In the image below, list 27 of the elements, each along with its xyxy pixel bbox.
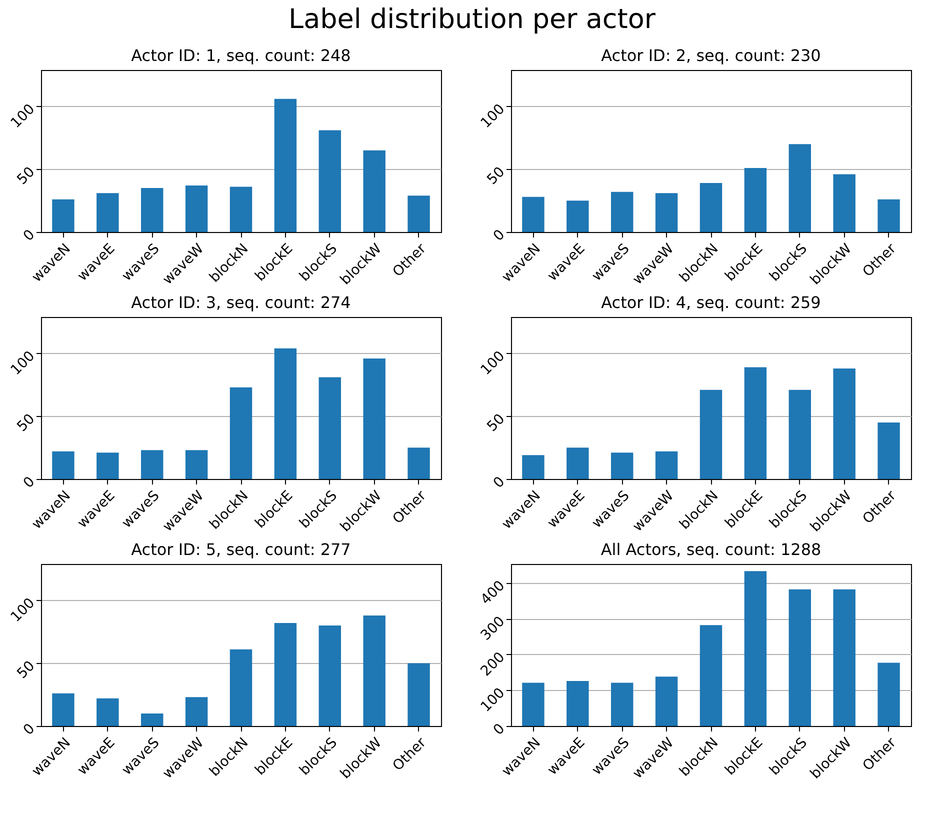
y-tick-label: 100 xyxy=(8,348,38,378)
y-tick-label: 100 xyxy=(8,101,38,132)
chart-title: Actor ID: 1, seq. count: 248 xyxy=(131,46,351,65)
y-tick-label: 200 xyxy=(478,649,508,680)
y-tick-label: 0 xyxy=(490,720,508,738)
y-tick-label: 100 xyxy=(478,101,508,132)
y-tick-label: 50 xyxy=(14,164,38,188)
y-tick-label: 50 xyxy=(484,164,508,188)
y-tick-label: 100 xyxy=(478,685,508,716)
y-tick-label: 50 xyxy=(14,411,38,435)
y-tick-label: 50 xyxy=(484,411,508,435)
y-tick-label: 400 xyxy=(478,578,508,608)
chart-title: All Actors, seq. count: 1288 xyxy=(600,540,822,559)
y-tick-label: 300 xyxy=(478,614,508,644)
y-tick-label: 0 xyxy=(20,720,38,738)
y-tick-label: 100 xyxy=(478,348,508,378)
y-tick-label: 0 xyxy=(490,226,508,244)
chart-title: Actor ID: 5, seq. count: 277 xyxy=(131,540,351,559)
y-tick-label: 0 xyxy=(20,226,38,244)
y-tick-label: 50 xyxy=(14,658,38,682)
text: Label distribution per actor xyxy=(288,3,656,37)
chart-title: Actor ID: 3, seq. count: 274 xyxy=(131,293,351,312)
y-tick-label: 100 xyxy=(8,595,38,626)
chart-title: Actor ID: 2, seq. count: 230 xyxy=(601,46,821,65)
y-tick-label: 0 xyxy=(20,474,38,492)
chart-title: Actor ID: 4, seq. count: 259 xyxy=(601,293,821,312)
y-tick-label: 0 xyxy=(490,474,508,492)
